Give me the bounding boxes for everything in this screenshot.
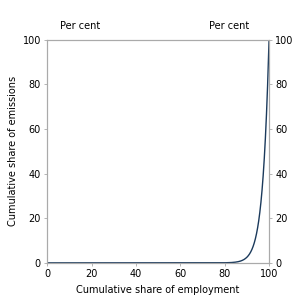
X-axis label: Cumulative share of employment: Cumulative share of employment	[76, 285, 240, 295]
Y-axis label: Cumulative share of emissions: Cumulative share of emissions	[8, 76, 18, 226]
Text: Per cent: Per cent	[209, 21, 249, 31]
Text: Per cent: Per cent	[60, 21, 101, 31]
